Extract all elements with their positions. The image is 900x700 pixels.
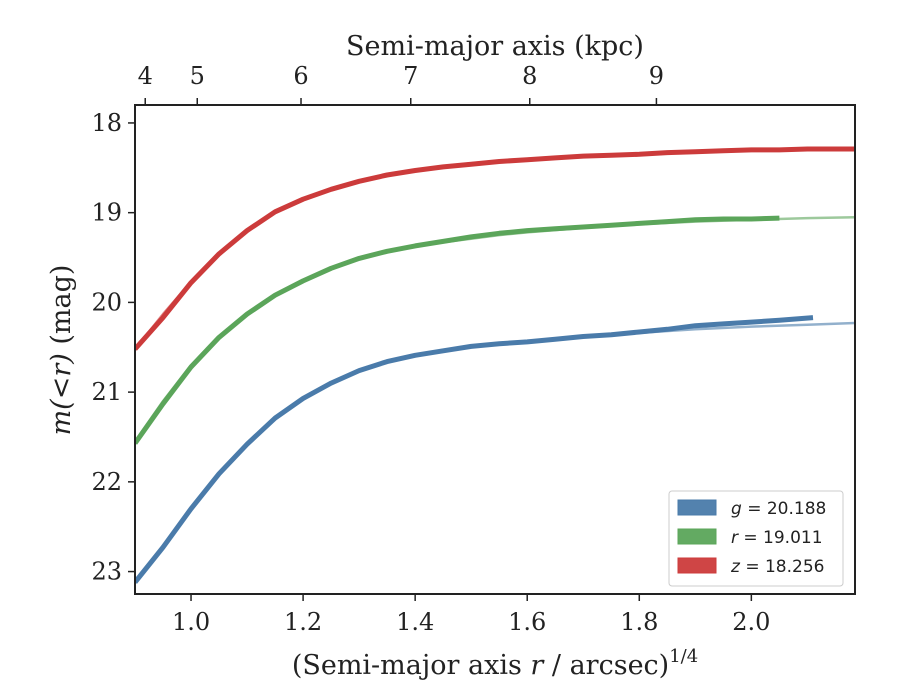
series-g — [135, 315, 855, 584]
bottom-tick-label: 1.4 — [396, 608, 434, 636]
y-axis-label-unit: (mag) — [46, 265, 77, 354]
bottom-tick-label: 1.6 — [508, 608, 546, 636]
legend-items: g = 20.188 r = 19.011 z = 18.256 — [677, 499, 826, 577]
bottom-axis-label: (Semi-major axis r / arcsec)1/4 — [292, 646, 698, 681]
bottom-axis-label-exp: 1/4 — [669, 646, 698, 667]
legend-label-z: z = 18.256 — [730, 557, 824, 577]
top-tick-label: 5 — [190, 62, 205, 90]
data-band-g — [135, 315, 814, 584]
top-tick-label: 4 — [138, 62, 153, 90]
bottom-tick-label: 1.2 — [284, 608, 322, 636]
legend-label-r: r = 19.011 — [731, 528, 823, 548]
y-axis-label-var: m(<r) — [46, 353, 77, 435]
bottom-axis-label-pre: (Semi-major axis — [292, 650, 531, 681]
data-band-z — [135, 146, 855, 351]
y-axis-label: m(<r) (mag) — [46, 265, 77, 436]
y-tick-label: 22 — [91, 468, 122, 496]
y-tick-label: 20 — [91, 288, 122, 316]
top-axis-label: Semi-major axis (kpc) — [346, 31, 644, 62]
top-tick-label: 8 — [522, 62, 537, 90]
legend-swatch-g — [677, 499, 717, 516]
top-tick-label: 9 — [649, 62, 664, 90]
bottom-tick-label: 2.0 — [732, 608, 770, 636]
bottom-tick-label: 1.0 — [172, 608, 210, 636]
top-tick-label: 7 — [403, 62, 418, 90]
legend-swatch-r — [677, 528, 717, 545]
series-r — [135, 215, 855, 445]
bottom-axis-ticks: 1.0 1.2 1.4 1.6 1.8 2.0 — [172, 594, 770, 636]
y-tick-label: 21 — [91, 378, 122, 406]
legend-swatch-z — [677, 557, 717, 574]
model-line-r — [135, 215, 855, 443]
legend: g = 20.188 r = 19.011 z = 18.256 — [668, 490, 844, 587]
y-tick-label: 18 — [91, 109, 122, 137]
axes-frame — [134, 104, 856, 595]
y-tick-label: 23 — [91, 558, 122, 586]
top-tick-label: 6 — [293, 62, 308, 90]
curves — [135, 146, 855, 584]
y-tick-label: 19 — [91, 199, 122, 227]
data-band-r — [135, 215, 780, 445]
legend-label-g: g = 20.188 — [731, 499, 826, 519]
bottom-axis-label-post: / arcsec) — [543, 650, 669, 681]
bottom-axis-label-var: r — [530, 650, 545, 681]
bottom-tick-label: 1.8 — [620, 608, 658, 636]
y-axis-ticks: 18 19 20 21 22 23 — [91, 109, 135, 586]
series-z — [135, 146, 855, 351]
top-axis-ticks: 4 5 6 7 8 9 — [138, 62, 664, 105]
